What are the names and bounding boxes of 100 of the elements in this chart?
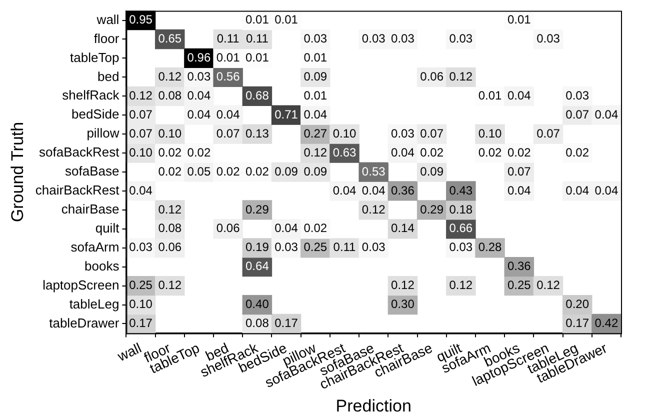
data-label: 0.12	[449, 69, 473, 84]
data-label: 0.07	[129, 107, 153, 122]
data-label: 0.63	[332, 145, 356, 160]
data-label: 0.01	[478, 88, 502, 102]
y-tick-label: sofaArm	[70, 239, 120, 254]
y-tick-label: laptopScreen	[42, 277, 120, 292]
data-label: 0.12	[362, 202, 386, 216]
data-label: 0.02	[187, 145, 211, 160]
data-label: 0.10	[129, 145, 153, 160]
y-tick-label: tableLeg	[69, 296, 120, 312]
data-label: 0.04	[332, 183, 356, 198]
data-label: 0.11	[246, 32, 269, 46]
y-tick-label: sofaBase	[65, 164, 120, 179]
data-label: 0.05	[187, 164, 211, 178]
data-label: 0.03	[449, 240, 473, 254]
data-label: 0.08	[246, 316, 270, 330]
data-label: 0.03	[566, 88, 590, 102]
data-label: 0.27	[304, 126, 328, 140]
data-label: 0.02	[158, 145, 182, 160]
data-label: 0.03	[391, 126, 415, 140]
data-label: 0.12	[449, 278, 473, 292]
data-label: 0.04	[187, 88, 211, 102]
y-tick-label: chairBackRest	[35, 182, 120, 198]
data-label: 0.03	[129, 240, 153, 254]
data-label: 0.96	[187, 50, 211, 65]
data-label: 0.01	[216, 50, 240, 65]
data-label: 0.06	[420, 69, 444, 84]
y-tick-label: bedSide	[71, 106, 120, 122]
data-label: 0.08	[158, 88, 182, 102]
data-label: 0.25	[304, 240, 328, 254]
data-label: 0.02	[216, 164, 240, 178]
data-label: 0.12	[536, 278, 560, 292]
data-label: 0.11	[216, 32, 240, 46]
data-label: 0.42	[594, 316, 618, 330]
data-label: 0.04	[507, 183, 532, 198]
y-tick-label: floor	[94, 30, 120, 46]
y-tick-label: quilt	[95, 220, 120, 236]
data-label: 0.02	[478, 145, 502, 160]
data-label: 0.02	[246, 164, 270, 178]
data-label: 0.20	[566, 297, 590, 312]
data-label: 0.17	[129, 316, 153, 330]
data-label: 0.36	[507, 259, 532, 274]
data-label: 0.13	[246, 126, 270, 140]
data-label: 0.65	[158, 32, 182, 46]
data-label: 0.03	[391, 32, 415, 46]
data-label: 0.06	[158, 240, 182, 254]
data-label: 0.64	[246, 259, 270, 274]
data-label: 0.03	[536, 32, 560, 46]
y-tick-label: wall	[96, 12, 120, 27]
data-label: 0.04	[594, 183, 618, 198]
data-label: 0.10	[478, 126, 502, 140]
data-label: 0.36	[391, 183, 415, 198]
data-label: 0.04	[362, 183, 386, 198]
data-label: 0.40	[246, 297, 270, 312]
y-tick-label: sofaBackRest	[39, 144, 120, 160]
data-label: 0.01	[246, 50, 270, 65]
data-label: 0.09	[304, 69, 328, 84]
data-label: 0.02	[507, 145, 532, 160]
data-label: 0.25	[129, 278, 153, 292]
data-label: 0.30	[391, 297, 415, 312]
data-label: 0.17	[566, 316, 590, 330]
y-tick-label: books	[84, 258, 120, 274]
data-label: 0.10	[158, 126, 182, 140]
x-axis-title: Prediction	[336, 396, 412, 416]
y-tick-label: pillow	[86, 126, 120, 141]
data-label: 0.04	[216, 107, 240, 122]
data-label: 0.02	[420, 145, 444, 160]
data-label: 0.04	[274, 221, 298, 236]
data-label: 0.07	[216, 126, 240, 140]
data-label: 0.03	[274, 240, 298, 254]
data-label: 0.12	[391, 278, 415, 292]
data-label: 0.66	[449, 221, 473, 236]
y-tick-label: shelfRack	[62, 88, 120, 103]
y-tick-label: tableTop	[70, 50, 120, 65]
data-label: 0.14	[391, 221, 415, 236]
data-label: 0.12	[158, 202, 182, 216]
data-label: 0.29	[246, 202, 270, 216]
data-label: 0.04	[391, 145, 415, 160]
data-label: 0.01	[246, 12, 270, 27]
data-label: 0.03	[449, 32, 473, 46]
data-label: 0.43	[449, 183, 473, 198]
data-label: 0.07	[536, 126, 560, 140]
x-tick-label: wall	[114, 340, 144, 365]
data-label: 0.09	[420, 164, 444, 178]
data-label: 0.17	[274, 316, 298, 330]
data-label: 0.12	[304, 145, 328, 160]
data-label: 0.02	[158, 164, 182, 178]
data-label: 0.04	[566, 183, 590, 198]
data-label: 0.53	[362, 164, 386, 178]
data-label: 0.56	[216, 69, 240, 84]
data-label: 0.09	[274, 164, 298, 178]
y-tick-label: tableDrawer	[49, 315, 120, 330]
data-label: 0.07	[129, 126, 153, 140]
data-label: 0.03	[362, 32, 386, 46]
data-label: 0.10	[332, 126, 356, 140]
data-label: 0.25	[507, 278, 532, 292]
data-label: 0.29	[420, 202, 444, 216]
data-label: 0.68	[246, 88, 270, 102]
data-label: 0.12	[129, 88, 153, 102]
data-label: 0.08	[158, 221, 182, 236]
